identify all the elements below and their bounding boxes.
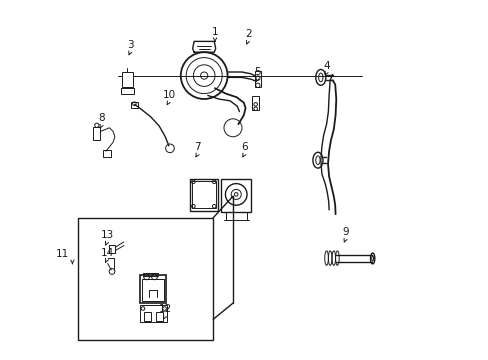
Text: 2: 2	[244, 29, 251, 39]
Bar	[192, 181, 215, 208]
Bar	[93, 127, 101, 140]
Text: 4: 4	[323, 60, 329, 71]
Bar	[142, 273, 158, 276]
Text: 7: 7	[194, 142, 201, 152]
Bar	[131, 102, 137, 108]
Bar	[121, 88, 134, 94]
Bar	[109, 245, 115, 253]
Text: 10: 10	[162, 90, 175, 100]
Bar	[254, 71, 261, 87]
Bar	[140, 305, 167, 322]
Text: 1: 1	[211, 27, 218, 37]
Bar	[221, 179, 250, 212]
Text: 9: 9	[342, 227, 348, 237]
Text: 8: 8	[98, 113, 105, 123]
Bar	[143, 312, 151, 321]
Text: 5: 5	[254, 67, 260, 77]
Text: 14: 14	[100, 248, 113, 258]
Text: 13: 13	[100, 230, 113, 240]
Text: 6: 6	[241, 142, 247, 152]
Bar	[78, 218, 213, 340]
Bar	[103, 150, 110, 157]
Bar	[122, 72, 133, 87]
Bar	[140, 275, 166, 303]
Bar	[142, 279, 163, 301]
Bar	[251, 96, 259, 110]
Bar	[156, 312, 163, 321]
Text: 11: 11	[56, 249, 69, 259]
Text: 3: 3	[127, 40, 133, 50]
Text: 12: 12	[158, 304, 172, 314]
Bar	[189, 179, 218, 211]
